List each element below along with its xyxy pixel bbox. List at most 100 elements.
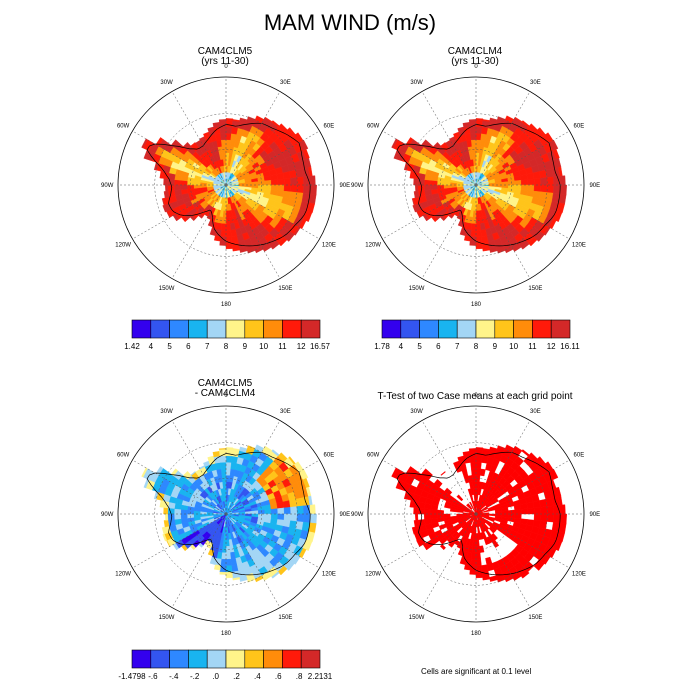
panel-3-subtitle: - CAM4CLM4: [194, 388, 256, 399]
grid-cell: [239, 246, 248, 253]
longitude-label: 180: [221, 302, 232, 308]
longitude-label: 60E: [324, 453, 335, 459]
panel-1-subtitle: (yrs 11-30): [201, 56, 249, 67]
longitude-label: 90W: [101, 512, 114, 518]
grid-cell: [173, 508, 182, 515]
grid-cell: [449, 184, 457, 188]
grid-cell: [553, 175, 561, 186]
grid-cell: [264, 509, 272, 515]
grid-cell: [415, 184, 419, 192]
grid-cell: [290, 513, 298, 522]
longitude-label: 120E: [322, 571, 336, 577]
meridian-line: [382, 513, 477, 569]
grid-cell: [532, 171, 541, 180]
grid-cell: [290, 177, 298, 186]
map-boundary: [367, 76, 585, 294]
grid-cell: [548, 219, 557, 230]
grid-cell: [173, 184, 182, 191]
grid-cell: [270, 513, 279, 520]
colorbar-box: [188, 319, 208, 339]
grid-cell: [298, 468, 309, 480]
grid-cell: [277, 184, 285, 192]
grid-cell: [276, 172, 285, 180]
grid-cell: [412, 204, 418, 213]
grid-cell: [290, 506, 298, 515]
longitude-label: 90W: [101, 183, 114, 189]
grid-cell: [411, 527, 415, 535]
grid-cell: [302, 478, 310, 489]
longitude-label: 0: [474, 64, 478, 70]
colorbar-label: 8: [474, 342, 479, 351]
grid-cell: [277, 507, 285, 515]
grid-cell: [302, 149, 310, 160]
grid-cell: [468, 448, 477, 450]
meridian-line: [475, 91, 531, 186]
longitude-label: 90W: [351, 512, 364, 518]
grid-cell: [222, 152, 227, 160]
colorbar-box: [263, 649, 283, 669]
longitude-label: 30E: [280, 80, 291, 86]
grid-cell: [481, 570, 490, 579]
panel-title-1: CAM4CLM5 (yrs 11-30): [125, 47, 325, 67]
grid-cell: [481, 235, 489, 244]
grid-cell: [433, 479, 443, 488]
grid-cell: [220, 461, 227, 470]
colorbar-box: [550, 319, 571, 339]
grid-cell: [193, 513, 201, 518]
colorbar-box: [206, 319, 227, 339]
colorbar-label: 10: [509, 342, 518, 351]
grid-cell: [296, 184, 304, 194]
colorbar-box: [263, 319, 283, 339]
latitude-circle: [190, 149, 262, 221]
grid-cell: [559, 513, 567, 524]
grid-cell: [521, 571, 530, 579]
map-boundary: [117, 405, 335, 623]
grid-cell: [225, 223, 231, 231]
field-cells: [391, 115, 567, 254]
grid-cell: [219, 455, 227, 463]
grid-cell: [225, 539, 230, 547]
grid-cell: [231, 235, 239, 244]
grid-cell: [222, 481, 227, 489]
longitude-label: 150E: [528, 286, 542, 292]
longitude-label: 180: [471, 302, 482, 308]
colorbar-2: 1.78 4 5 6 7 8 9 10 11 12 16.11: [374, 319, 580, 351]
grid-cell: [514, 180, 522, 186]
meridian-line: [225, 459, 320, 515]
meridian-line: [421, 420, 477, 515]
grid-cell: [283, 507, 292, 515]
longitude-label: 180: [471, 631, 482, 637]
grid-cell: [283, 178, 292, 186]
grid-cell: [180, 184, 188, 190]
colorbar-label: 11: [528, 342, 537, 351]
grid-cell: [221, 468, 227, 476]
page-title: MAM WIND (m/s): [263, 10, 437, 35]
meridian-line: [171, 420, 227, 515]
colorbar-label: 6: [186, 342, 191, 351]
grid-cell: [559, 175, 566, 186]
grid-cell: [501, 181, 509, 186]
colorbar-box: [300, 649, 321, 669]
grid-cell: [475, 204, 479, 212]
grid-cell: [173, 513, 182, 520]
grid-cell: [220, 229, 227, 238]
grid-cell: [225, 552, 231, 560]
grid-cell: [462, 451, 471, 458]
grid-cell: [469, 571, 477, 575]
colorbar-label: -.2: [190, 672, 200, 681]
grid-cell: [225, 210, 230, 218]
colorbar-label: 6: [436, 342, 441, 351]
grid-cell: [440, 142, 446, 147]
colorbar-1: 1.42 4 5 6 7 8 9 10 11 12 16.57: [124, 319, 331, 351]
grid-cell: [553, 504, 561, 515]
colorbar-box: [150, 649, 170, 669]
longitude-label: 30E: [280, 409, 291, 415]
meridian-line: [225, 184, 320, 240]
grid-cell: [470, 229, 477, 238]
grid-cell: [469, 494, 474, 502]
longitude-label: 120E: [572, 571, 586, 577]
grid-cell: [282, 500, 291, 509]
grid-cell: [423, 179, 432, 186]
panel-title-3: CAM4CLM5 - CAM4CLM4: [125, 379, 325, 399]
